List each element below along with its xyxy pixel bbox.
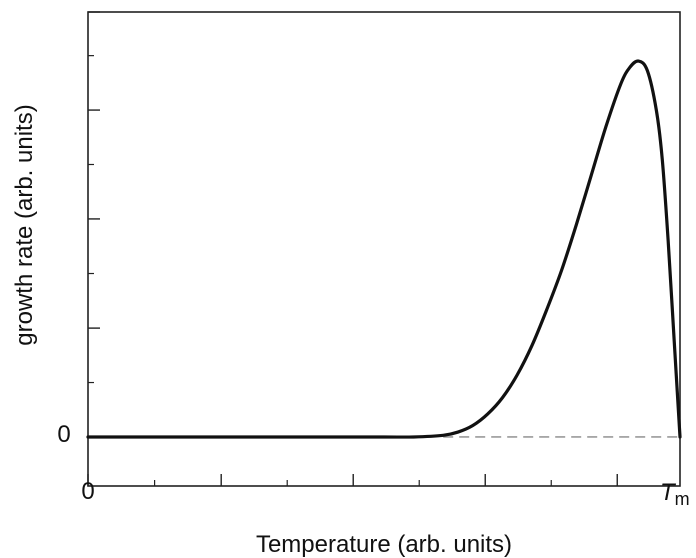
x-tick-label-origin: 0: [81, 478, 94, 505]
x-axis-title: Temperature (arb. units): [256, 531, 512, 558]
y-tick-label-zero: 0: [57, 421, 70, 448]
series-line-0: [86, 59, 682, 439]
data-layer: [86, 59, 682, 439]
x-tick-label-tm: Tm: [660, 479, 690, 509]
plot-frame: [87, 11, 681, 487]
x-tick-label-tm-sub: m: [675, 489, 690, 509]
y-axis-title: growth rate (arb. units): [11, 104, 38, 345]
tick-marks: [87, 11, 618, 486]
plot-border: [87, 11, 681, 487]
x-tick-label-tm-main: T: [660, 479, 677, 506]
